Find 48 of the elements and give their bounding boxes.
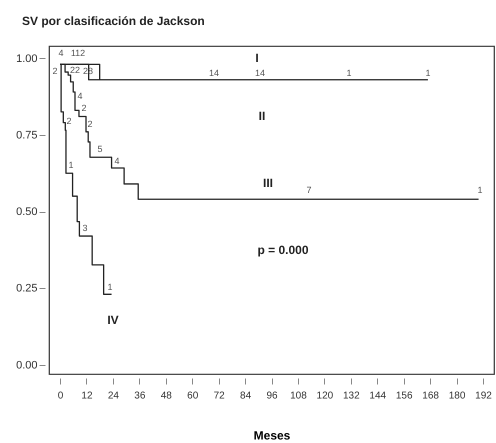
y-tick-label: 0.25 [16, 282, 38, 295]
annotation: 4 [77, 91, 83, 101]
annotation: p = 0.000 [257, 243, 309, 257]
annotation: 14 [254, 68, 266, 78]
x-tick-label: 96 [266, 390, 278, 402]
x-tick-label: 132 [342, 390, 360, 402]
x-tick-label: 120 [316, 390, 334, 402]
x-tick-label: 144 [369, 390, 387, 402]
annotation: 1 [425, 68, 431, 78]
y-tick-label: 0.75 [16, 129, 38, 142]
x-tick-label: 48 [160, 390, 172, 402]
annotation: IV [107, 313, 119, 327]
annotation: II [258, 109, 266, 123]
x-tick-label: 0 [58, 390, 64, 402]
x-tick-label: 36 [134, 390, 146, 402]
annotation: 2 [52, 66, 58, 76]
x-tick-label: 72 [214, 390, 226, 402]
annotation: 2 [66, 116, 72, 126]
chart-title: SV por clasificación de Jackson [22, 14, 205, 28]
y-tick-label: 0.00 [16, 359, 38, 372]
annotation: 1 [68, 160, 74, 170]
annotation: 3 [82, 223, 88, 233]
x-tick-label: 192 [475, 390, 492, 402]
annotation: 1 [107, 282, 113, 292]
x-tick-label: 12 [81, 390, 93, 402]
annotation: 4 [58, 48, 64, 58]
annotation: 112 [70, 48, 86, 58]
x-tick-label: 168 [422, 390, 440, 402]
x-tick-label: 60 [187, 390, 199, 402]
y-tick-label: 0.50 [16, 206, 38, 218]
x-axis-title: Meses [254, 428, 291, 442]
annotation: 14 [208, 68, 220, 78]
annotation: 7 [306, 185, 312, 195]
x-tick-label: 156 [396, 390, 413, 402]
x-tick-label: 24 [108, 390, 120, 402]
annotation: 1 [477, 185, 483, 195]
annotation: 4 [114, 156, 120, 166]
x-tick-label: 108 [290, 390, 308, 402]
annotation: 22 [70, 65, 80, 75]
x-tick-label: 180 [448, 390, 466, 402]
x-tick-label: 84 [240, 390, 252, 402]
annotation: III [262, 176, 274, 190]
annotation: 2 [81, 103, 87, 113]
annotation: 5 [97, 144, 103, 154]
annotation: 1 [346, 68, 352, 78]
annotation: I [255, 51, 259, 65]
annotation: 2 [87, 119, 93, 129]
y-tick-label: 1.00 [16, 52, 38, 65]
